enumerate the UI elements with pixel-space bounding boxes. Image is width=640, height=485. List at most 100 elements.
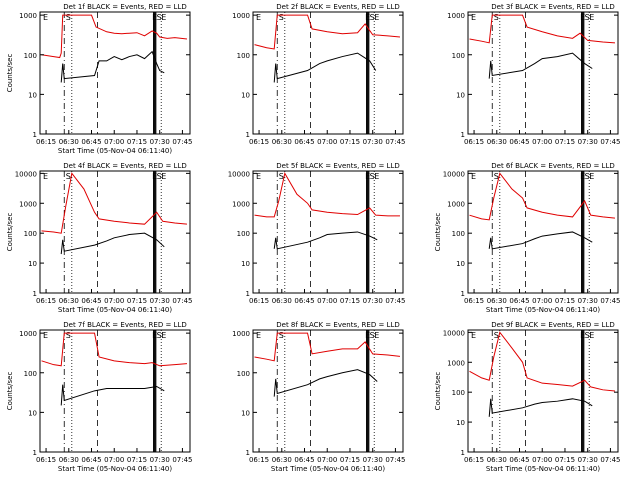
lld-series-line [41,14,188,59]
x-tick-label: 06:15 [36,456,56,464]
x-tick-label: 06:45 [509,297,529,305]
x-tick-label: 07:15 [555,138,575,146]
events-series-line [60,384,165,406]
flag-label: S [279,172,284,181]
y-tick-label: 100 [452,230,465,238]
x-tick-label: 06:15 [249,297,269,305]
x-tick-label: 06:15 [36,138,56,146]
plot-frame [467,329,619,453]
x-tick-label: 06:30 [59,297,79,305]
x-tick-label: 06:15 [464,138,484,146]
x-tick-label: 07:15 [555,297,575,305]
flag-label: S [279,331,284,340]
x-tick-label: 07:00 [317,138,337,146]
plot-frame [39,170,191,294]
x-axis-label: Start Time (05-Nov-04 06:11:40) [58,465,172,473]
x-axis-label: Start Time (05-Nov-04 06:11:40) [486,306,600,314]
y-tick-label: 100 [452,52,465,60]
panel-title: Det 2f BLACK = Events, RED = LLD [276,3,399,11]
flag-label: S [157,331,162,340]
flag-label: S [157,172,162,181]
y-axis-label: Counts/sec [6,213,14,252]
flag-label: E [365,13,370,22]
flag-label: E [152,172,157,181]
y-tick-label: 10 [456,419,465,427]
lld-series-line [41,332,188,367]
x-tick-label: 06:30 [487,456,507,464]
events-series-line [273,231,378,250]
flag-label: E [374,13,379,22]
plot-frame [252,329,404,453]
flag-label: E [43,172,48,181]
x-tick-label: 07:00 [532,297,552,305]
x-tick-label: 07:30 [150,297,170,305]
events-series-line [60,50,165,83]
x-tick-label: 07:45 [385,138,405,146]
lld-series-line [469,331,616,392]
x-tick-label: 07:15 [127,456,147,464]
x-axis-label: Start Time (05-Nov-04 06:11:40) [486,465,600,473]
flag-label: E [152,331,157,340]
x-tick-label: 06:45 [81,456,101,464]
flag-label: E [589,172,594,181]
x-tick-label: 07:45 [600,297,620,305]
flag-label: S [370,13,375,22]
x-tick-label: 06:45 [509,456,529,464]
flag-label: S [494,13,499,22]
lld-series-line [469,14,616,44]
x-tick-label: 07:45 [385,456,405,464]
x-tick-label: 06:45 [509,138,529,146]
x-tick-label: 06:30 [272,456,292,464]
x-tick-label: 07:45 [385,297,405,305]
y-tick-label: 1 [246,449,250,457]
x-tick-label: 06:45 [294,138,314,146]
flag-label: E [589,13,594,22]
flag-label: E [161,13,166,22]
panel-title: Det 5f BLACK = Events, RED = LLD [276,162,399,170]
y-tick-label: 1000 [447,12,465,20]
flag-label: S [66,172,71,181]
y-tick-label: 1 [33,449,37,457]
panel-title: Det 9f BLACK = Events, RED = LLD [491,321,614,329]
y-tick-label: 1000 [232,12,250,20]
flag-label: E [43,331,48,340]
y-tick-label: 1 [246,290,250,298]
flag-label: S [66,331,71,340]
plot-frame [467,11,619,135]
x-tick-label: 06:30 [487,297,507,305]
x-tick-label: 06:30 [272,138,292,146]
x-tick-label: 07:15 [555,456,575,464]
x-tick-label: 07:30 [150,138,170,146]
plot-frame [252,11,404,135]
flag-label: E [365,331,370,340]
y-tick-label: 100 [24,52,37,60]
y-tick-label: 1000 [447,200,465,208]
y-tick-label: 10 [456,91,465,99]
x-tick-label: 07:30 [150,456,170,464]
y-axis-label: Counts/sec [434,213,442,252]
y-tick-label: 1000 [19,12,37,20]
x-tick-label: 06:30 [59,456,79,464]
flag-label: E [365,172,370,181]
x-axis-label: Start Time (05-Nov-04 06:11:40) [271,465,385,473]
y-tick-label: 10 [28,91,37,99]
y-tick-label: 10000 [15,170,37,178]
y-axis-label: Counts/sec [6,54,14,93]
flag-label: E [152,13,157,22]
x-tick-label: 06:30 [59,138,79,146]
flag-label: E [471,331,476,340]
y-tick-label: 100 [237,230,250,238]
y-tick-label: 1 [33,290,37,298]
y-tick-label: 1 [461,131,465,139]
plot-frame [39,11,191,135]
x-tick-label: 06:45 [294,297,314,305]
y-tick-label: 10000 [443,170,465,178]
panel-title: Det 7f BLACK = Events, RED = LLD [63,321,186,329]
x-tick-label: 07:15 [340,456,360,464]
flag-label: S [585,172,590,181]
flag-label: S [494,172,499,181]
